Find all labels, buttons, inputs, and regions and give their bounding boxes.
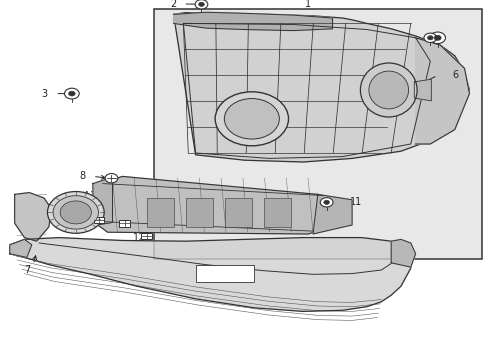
Bar	[119, 220, 130, 227]
Circle shape	[105, 174, 118, 183]
Text: 2: 2	[169, 0, 176, 9]
Circle shape	[320, 198, 332, 207]
Polygon shape	[415, 38, 468, 144]
Circle shape	[323, 200, 329, 204]
Text: 10: 10	[90, 191, 102, 201]
Circle shape	[198, 2, 204, 6]
Ellipse shape	[368, 71, 408, 109]
Circle shape	[68, 91, 75, 96]
Text: 3: 3	[41, 89, 48, 99]
Circle shape	[195, 0, 207, 9]
Text: 7: 7	[24, 265, 30, 275]
Polygon shape	[15, 193, 51, 241]
Polygon shape	[173, 12, 332, 31]
Bar	[94, 217, 103, 223]
Text: 12: 12	[133, 233, 145, 243]
Bar	[141, 233, 152, 239]
Bar	[185, 198, 212, 227]
Circle shape	[429, 32, 445, 44]
Text: 6: 6	[451, 69, 458, 80]
Polygon shape	[93, 177, 112, 226]
Circle shape	[423, 33, 436, 42]
Text: 5: 5	[122, 207, 127, 217]
Bar	[264, 198, 290, 227]
Circle shape	[64, 88, 79, 99]
Text: 4: 4	[82, 191, 88, 201]
Ellipse shape	[360, 63, 416, 117]
Polygon shape	[390, 239, 415, 267]
Polygon shape	[173, 13, 468, 162]
Circle shape	[215, 92, 288, 146]
Circle shape	[427, 36, 432, 40]
Text: 9: 9	[92, 216, 98, 226]
Circle shape	[47, 192, 104, 233]
Bar	[154, 9, 481, 259]
Polygon shape	[10, 239, 32, 257]
Circle shape	[60, 201, 91, 224]
Polygon shape	[413, 79, 430, 101]
Circle shape	[224, 99, 279, 139]
Circle shape	[433, 35, 440, 40]
Circle shape	[53, 196, 98, 229]
Polygon shape	[312, 194, 351, 234]
Polygon shape	[93, 176, 346, 234]
Bar	[195, 265, 254, 282]
Bar	[224, 198, 251, 227]
Text: 8: 8	[79, 171, 85, 181]
Text: 1: 1	[305, 0, 310, 9]
Bar	[146, 198, 173, 227]
Text: 11: 11	[349, 197, 361, 207]
Polygon shape	[10, 238, 410, 311]
